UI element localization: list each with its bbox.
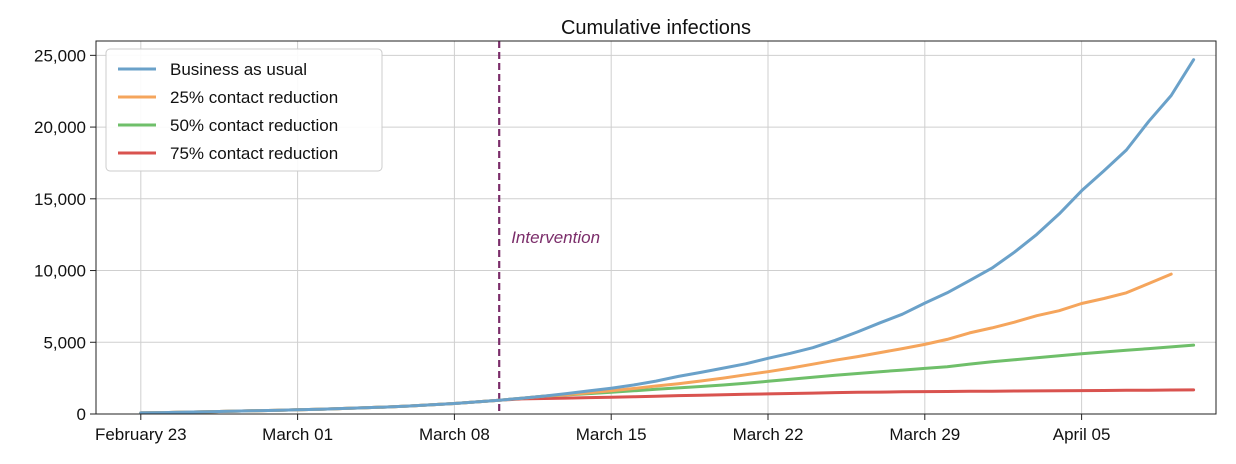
- x-tick-label: March 08: [419, 425, 490, 444]
- legend-box: [105, 48, 383, 172]
- intervention-annotation: Intervention: [498, 41, 600, 414]
- plot-frame: [95, 40, 1217, 415]
- y-tick-label: 25,000: [34, 46, 86, 65]
- chart-title: Cumulative infections: [561, 17, 751, 39]
- x-tick-label: April 05: [1053, 425, 1111, 444]
- x-tick-label: March 29: [889, 425, 960, 444]
- series-lines: [139, 58, 1196, 415]
- legend-label: 75% contact reduction: [170, 144, 338, 163]
- legend-label: Business as usual: [170, 60, 307, 79]
- x-tick-label: March 22: [733, 425, 804, 444]
- y-tick-label: 5,000: [43, 333, 86, 352]
- y-tick-label: 0: [77, 405, 86, 424]
- x-tick-label: March 15: [576, 425, 647, 444]
- intervention-label: Intervention: [511, 228, 600, 247]
- y-tick-label: 20,000: [34, 118, 86, 137]
- x-tick-label: March 01: [262, 425, 333, 444]
- legend-label: 50% contact reduction: [170, 116, 338, 135]
- x-tick-label: February 23: [95, 425, 187, 444]
- legend: Business as usual 25% contact reduction 50…: [105, 48, 383, 172]
- legend-label: 25% contact reduction: [170, 88, 338, 107]
- series-line-business-as-usual: [139, 58, 1196, 415]
- axes: 0 5,000 10,000 15,000 20,000 25,000 February 2…: [34, 46, 1110, 444]
- y-tick-label: 10,000: [34, 262, 86, 281]
- y-tick-label: 15,000: [34, 190, 86, 209]
